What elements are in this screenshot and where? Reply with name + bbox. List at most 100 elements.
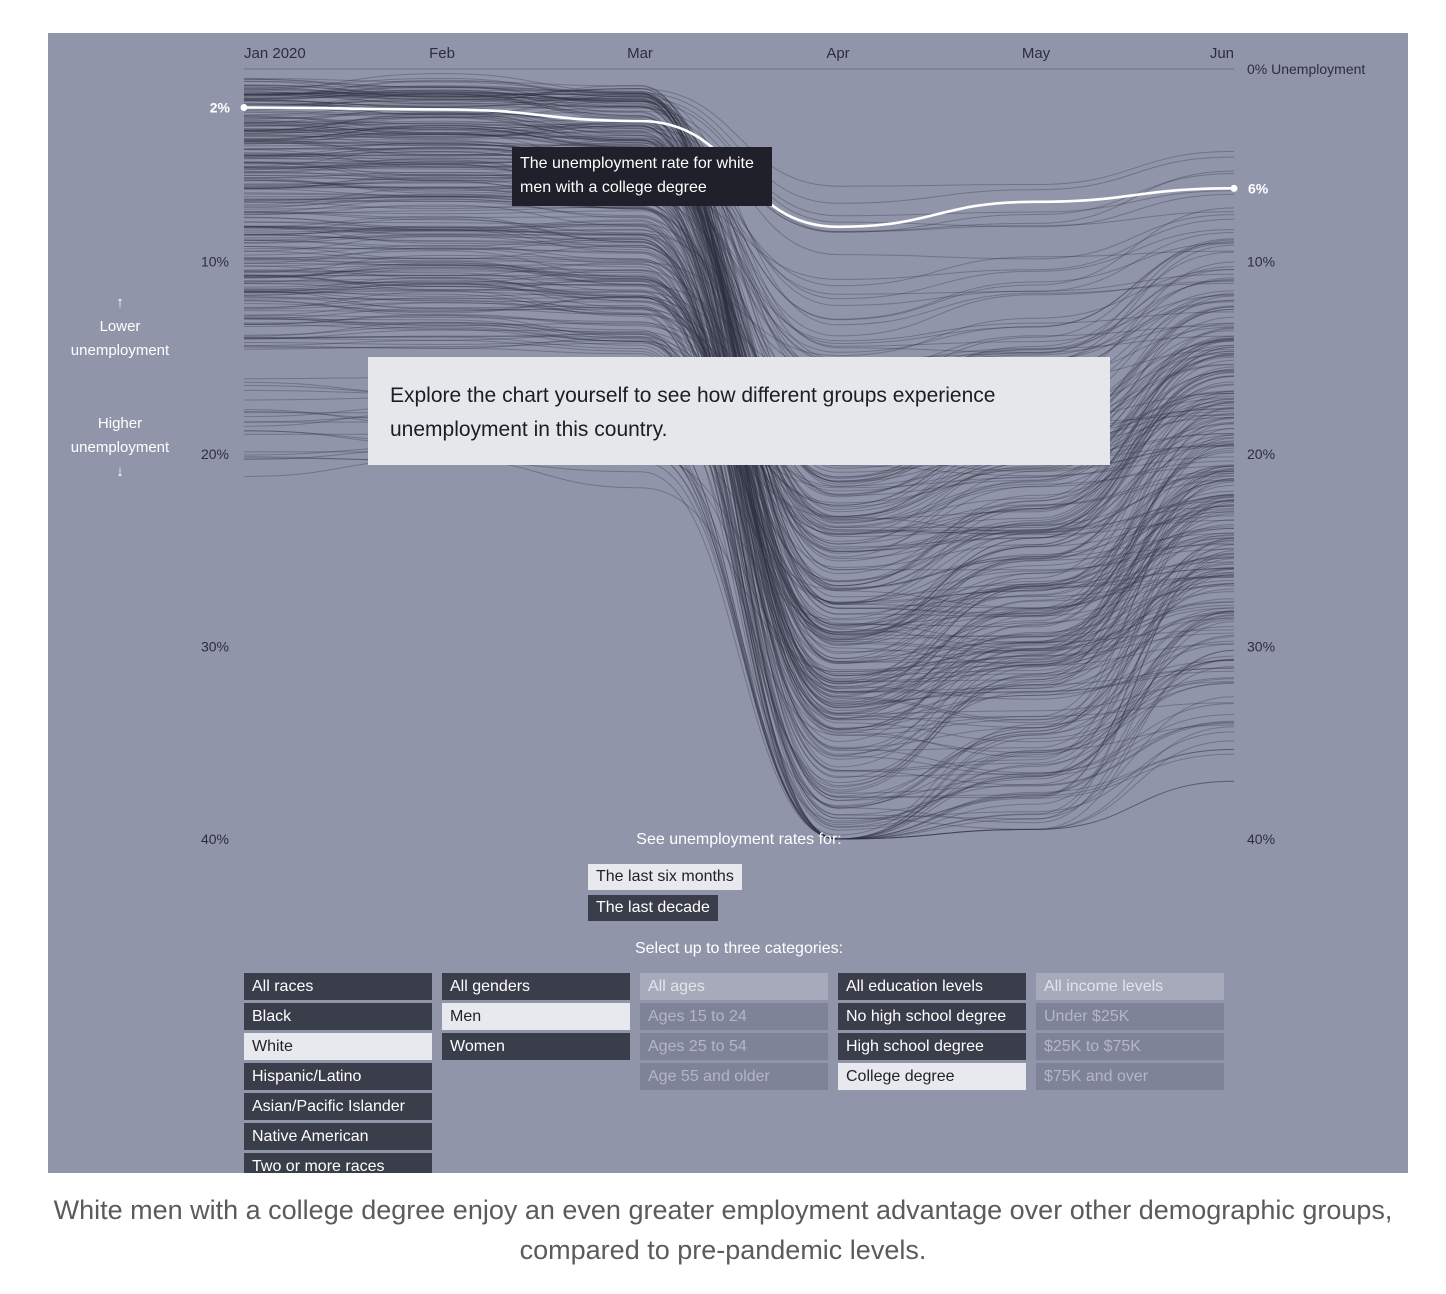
background-series-line bbox=[243, 162, 1235, 736]
background-series-line bbox=[243, 332, 1235, 605]
age-15-24-button: Ages 15 to 24 bbox=[640, 1003, 828, 1030]
background-series-line bbox=[243, 297, 1235, 840]
background-series-line bbox=[243, 217, 1235, 787]
background-series-line bbox=[243, 132, 1235, 472]
background-series-line bbox=[243, 125, 1235, 720]
y-tick-left-0: 10% bbox=[201, 254, 229, 270]
background-series-line bbox=[243, 171, 1235, 786]
race-all-button[interactable]: All races bbox=[244, 973, 432, 1000]
race-black-button[interactable]: Black bbox=[244, 1003, 432, 1030]
month-label-0: Jan 2020 bbox=[244, 45, 306, 62]
range-six-months-button[interactable]: The last six months bbox=[588, 864, 742, 890]
race-asian-button[interactable]: Asian/Pacific Islander bbox=[244, 1093, 432, 1120]
background-series-line bbox=[243, 227, 1235, 824]
background-series-line bbox=[243, 162, 1235, 724]
race-hispanic-button[interactable]: Hispanic/Latino bbox=[244, 1063, 432, 1090]
categories-title: Select up to three categories: bbox=[634, 940, 844, 957]
background-series-line bbox=[243, 229, 1235, 374]
background-series-line bbox=[243, 159, 1235, 342]
y-tick-left-2: 30% bbox=[201, 639, 229, 655]
background-series-line bbox=[243, 257, 1235, 799]
background-series-line bbox=[243, 134, 1235, 734]
up-arrow-icon: ↑ bbox=[116, 294, 124, 311]
background-series-line bbox=[243, 229, 1235, 816]
background-series-line bbox=[243, 238, 1235, 772]
background-series-line bbox=[243, 239, 1235, 663]
background-series-line bbox=[243, 101, 1235, 376]
range-decade-button[interactable]: The last decade bbox=[588, 895, 718, 921]
background-series-line bbox=[243, 266, 1235, 711]
background-series-line bbox=[243, 345, 1235, 840]
background-series-line bbox=[243, 302, 1235, 635]
education-no-high-school-button[interactable]: No high school degree bbox=[838, 1003, 1026, 1030]
age-55-older-button: Age 55 and older bbox=[640, 1063, 828, 1090]
background-series-line bbox=[243, 186, 1235, 773]
background-series-line bbox=[243, 234, 1235, 640]
background-series-line bbox=[243, 333, 1235, 684]
background-series-line bbox=[243, 234, 1235, 694]
income-category-column: All income levels Under $25K $25K to $75… bbox=[1036, 973, 1224, 1093]
background-series-line bbox=[243, 88, 1235, 610]
background-series-line bbox=[243, 256, 1235, 828]
highlight-end-point bbox=[1230, 184, 1238, 192]
background-series-line bbox=[243, 128, 1235, 320]
income-under-25k-button: Under $25K bbox=[1036, 1003, 1224, 1030]
background-series-line bbox=[243, 173, 1235, 371]
gender-men-button[interactable]: Men bbox=[442, 1003, 630, 1030]
background-series-line bbox=[243, 163, 1235, 707]
education-college-button[interactable]: College degree bbox=[838, 1063, 1026, 1090]
age-all-button: All ages bbox=[640, 973, 828, 1000]
race-white-button[interactable]: White bbox=[244, 1033, 432, 1060]
y-tick-left-1: 20% bbox=[201, 446, 229, 462]
background-series-line bbox=[243, 260, 1235, 840]
background-series-line bbox=[243, 260, 1235, 676]
background-series-line bbox=[243, 153, 1235, 685]
race-native-american-button[interactable]: Native American bbox=[244, 1123, 432, 1150]
background-series-line bbox=[243, 206, 1235, 752]
background-series-line bbox=[243, 113, 1235, 731]
month-label-5: Jun bbox=[1210, 45, 1234, 62]
background-series-line bbox=[243, 314, 1235, 641]
background-series-line bbox=[243, 116, 1235, 680]
background-series-line bbox=[243, 196, 1235, 620]
higher-unemployment-label: Higher unemployment bbox=[70, 415, 170, 456]
education-category-column: All education levels No high school degr… bbox=[838, 973, 1026, 1093]
background-series-line bbox=[243, 206, 1235, 634]
background-series-line bbox=[243, 178, 1235, 280]
education-all-button[interactable]: All education levels bbox=[838, 973, 1026, 1000]
background-series-line bbox=[243, 160, 1235, 345]
background-series-line bbox=[243, 313, 1235, 535]
background-series-line bbox=[243, 315, 1235, 840]
background-series-line bbox=[243, 236, 1235, 819]
background-series-line bbox=[243, 268, 1235, 665]
background-series-line bbox=[243, 215, 1235, 743]
race-two-or-more-button[interactable]: Two or more races bbox=[244, 1153, 432, 1173]
background-series-line bbox=[243, 156, 1235, 527]
background-series-line bbox=[243, 322, 1235, 828]
figure-caption: White men with a college degree enjoy an… bbox=[53, 1195, 1393, 1265]
background-series-line bbox=[243, 130, 1235, 300]
background-series-line bbox=[243, 121, 1235, 307]
background-series-line bbox=[243, 113, 1235, 337]
y-tick-right-1: 20% bbox=[1247, 446, 1275, 462]
background-series-line bbox=[243, 316, 1235, 776]
background-series-line bbox=[243, 339, 1235, 840]
education-high-school-button[interactable]: High school degree bbox=[838, 1033, 1026, 1060]
gender-all-button[interactable]: All genders bbox=[442, 973, 630, 1000]
background-series-line bbox=[243, 270, 1235, 824]
background-series-line bbox=[243, 318, 1235, 808]
background-series-line bbox=[244, 196, 1235, 640]
background-series-line bbox=[243, 274, 1235, 694]
background-series-line bbox=[243, 99, 1235, 698]
background-series-line bbox=[243, 216, 1235, 801]
month-label-1: Feb bbox=[429, 45, 455, 62]
highlight-start-point bbox=[240, 104, 248, 111]
race-category-column: All races Black White Hispanic/Latino As… bbox=[244, 973, 432, 1173]
background-series-line bbox=[243, 161, 1235, 635]
background-series-line bbox=[243, 153, 1235, 768]
background-series-line bbox=[243, 235, 1235, 697]
down-arrow-icon: ↓ bbox=[116, 463, 124, 480]
background-series-line bbox=[243, 173, 1235, 701]
y-tick-right-3: 40% bbox=[1247, 831, 1275, 847]
gender-women-button[interactable]: Women bbox=[442, 1033, 630, 1060]
